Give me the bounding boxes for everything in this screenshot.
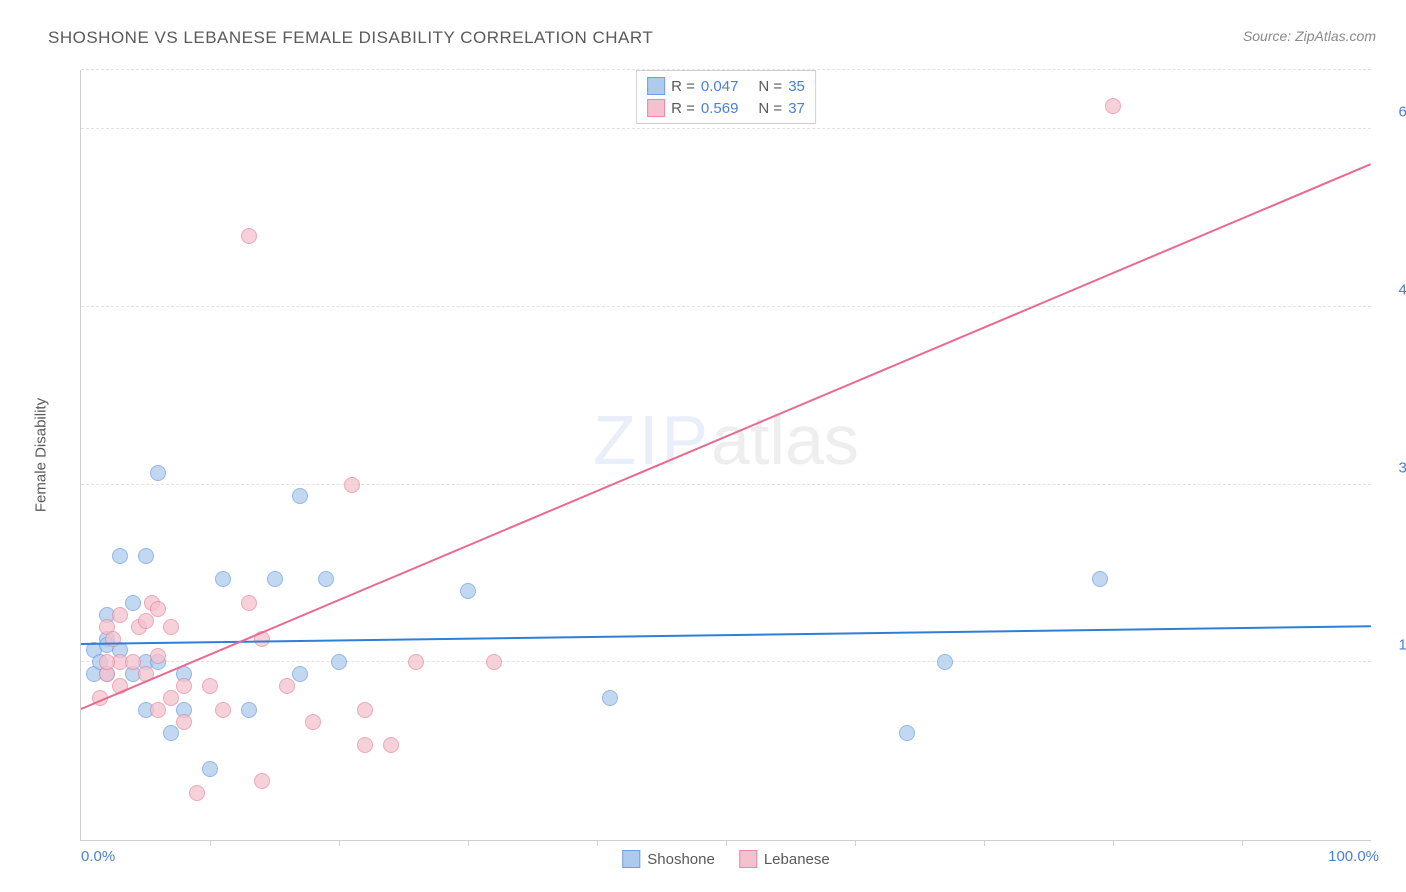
legend-item: Shoshone bbox=[622, 850, 715, 868]
scatter-point-shoshone bbox=[267, 571, 283, 587]
gridline-h bbox=[81, 306, 1371, 307]
legend-swatch bbox=[647, 99, 665, 117]
scatter-point-shoshone bbox=[292, 488, 308, 504]
x-tick bbox=[726, 840, 727, 846]
gridline-h bbox=[81, 661, 1371, 662]
legend-swatch bbox=[739, 850, 757, 868]
scatter-point-lebanese bbox=[150, 702, 166, 718]
scatter-point-lebanese bbox=[112, 607, 128, 623]
scatter-point-lebanese bbox=[150, 648, 166, 664]
series-legend: Shoshone Lebanese bbox=[622, 850, 829, 868]
scatter-point-lebanese bbox=[241, 595, 257, 611]
stats-legend-box: R = 0.047 N = 35 R = 0.569 N = 37 bbox=[636, 70, 816, 124]
x-tick bbox=[1113, 840, 1114, 846]
scatter-point-lebanese bbox=[176, 714, 192, 730]
scatter-point-shoshone bbox=[1092, 571, 1108, 587]
scatter-point-shoshone bbox=[331, 654, 347, 670]
y-tick-label: 15.0% bbox=[1381, 637, 1406, 654]
stat-r-value: 0.569 bbox=[701, 100, 739, 117]
scatter-point-lebanese bbox=[357, 737, 373, 753]
x-tick bbox=[855, 840, 856, 846]
scatter-point-lebanese bbox=[344, 477, 360, 493]
x-tick bbox=[468, 840, 469, 846]
plot-area: Female Disability ZIPatlas R =0.047N =35… bbox=[80, 70, 1371, 841]
y-axis-label: Female Disability bbox=[33, 398, 50, 512]
scatter-point-lebanese bbox=[176, 678, 192, 694]
legend-label: Shoshone bbox=[647, 851, 715, 868]
scatter-point-shoshone bbox=[138, 548, 154, 564]
scatter-point-shoshone bbox=[937, 654, 953, 670]
chart-container: SHOSHONE VS LEBANESE FEMALE DISABILITY C… bbox=[20, 20, 1386, 872]
stat-n-value: 37 bbox=[788, 100, 805, 117]
scatter-point-lebanese bbox=[408, 654, 424, 670]
x-tick bbox=[597, 840, 598, 846]
gridline-h bbox=[81, 128, 1371, 129]
stat-n-value: 35 bbox=[788, 78, 805, 95]
scatter-point-lebanese bbox=[357, 702, 373, 718]
scatter-point-lebanese bbox=[202, 678, 218, 694]
stats-legend-row: R = 0.047 N = 35 bbox=[647, 75, 805, 97]
scatter-point-lebanese bbox=[189, 785, 205, 801]
scatter-point-lebanese bbox=[215, 702, 231, 718]
scatter-point-lebanese bbox=[163, 690, 179, 706]
scatter-point-lebanese bbox=[279, 678, 295, 694]
x-tick-label: 100.0% bbox=[1328, 848, 1379, 865]
legend-swatch bbox=[622, 850, 640, 868]
scatter-point-shoshone bbox=[202, 761, 218, 777]
scatter-point-shoshone bbox=[602, 690, 618, 706]
scatter-point-shoshone bbox=[112, 548, 128, 564]
chart-title: SHOSHONE VS LEBANESE FEMALE DISABILITY C… bbox=[48, 28, 653, 48]
y-tick-label: 30.0% bbox=[1381, 459, 1406, 476]
stat-n-label: N = bbox=[758, 100, 782, 117]
scatter-point-lebanese bbox=[383, 737, 399, 753]
legend-label: Lebanese bbox=[764, 851, 830, 868]
x-tick bbox=[1242, 840, 1243, 846]
x-tick-label: 0.0% bbox=[81, 848, 115, 865]
scatter-point-lebanese bbox=[254, 773, 270, 789]
legend-item: Lebanese bbox=[739, 850, 830, 868]
scatter-point-shoshone bbox=[125, 595, 141, 611]
scatter-point-lebanese bbox=[486, 654, 502, 670]
gridline-h bbox=[81, 484, 1371, 485]
scatter-point-shoshone bbox=[292, 666, 308, 682]
scatter-point-shoshone bbox=[241, 702, 257, 718]
scatter-point-lebanese bbox=[99, 654, 115, 670]
scatter-point-shoshone bbox=[163, 725, 179, 741]
scatter-point-lebanese bbox=[125, 654, 141, 670]
source-attribution: Source: ZipAtlas.com bbox=[1243, 28, 1376, 44]
scatter-point-lebanese bbox=[163, 619, 179, 635]
scatter-point-lebanese bbox=[1105, 98, 1121, 114]
scatter-point-lebanese bbox=[241, 228, 257, 244]
x-tick bbox=[339, 840, 340, 846]
stat-r-value: 0.047 bbox=[701, 78, 739, 95]
scatter-point-lebanese bbox=[150, 601, 166, 617]
y-tick-label: 60.0% bbox=[1381, 104, 1406, 121]
stats-legend-row: R = 0.569 N = 37 bbox=[647, 97, 805, 119]
scatter-point-shoshone bbox=[318, 571, 334, 587]
scatter-point-lebanese bbox=[138, 613, 154, 629]
y-tick-label: 45.0% bbox=[1381, 281, 1406, 298]
scatter-point-shoshone bbox=[460, 583, 476, 599]
scatter-point-shoshone bbox=[899, 725, 915, 741]
stat-r-label: R = bbox=[671, 78, 695, 95]
scatter-point-shoshone bbox=[150, 465, 166, 481]
stat-r-label: R = bbox=[671, 100, 695, 117]
legend-swatch bbox=[647, 77, 665, 95]
watermark: ZIPatlas bbox=[593, 400, 859, 480]
scatter-point-lebanese bbox=[305, 714, 321, 730]
stat-n-label: N = bbox=[758, 78, 782, 95]
x-tick bbox=[210, 840, 211, 846]
scatter-point-shoshone bbox=[215, 571, 231, 587]
gridline-h bbox=[81, 69, 1371, 70]
x-tick bbox=[984, 840, 985, 846]
